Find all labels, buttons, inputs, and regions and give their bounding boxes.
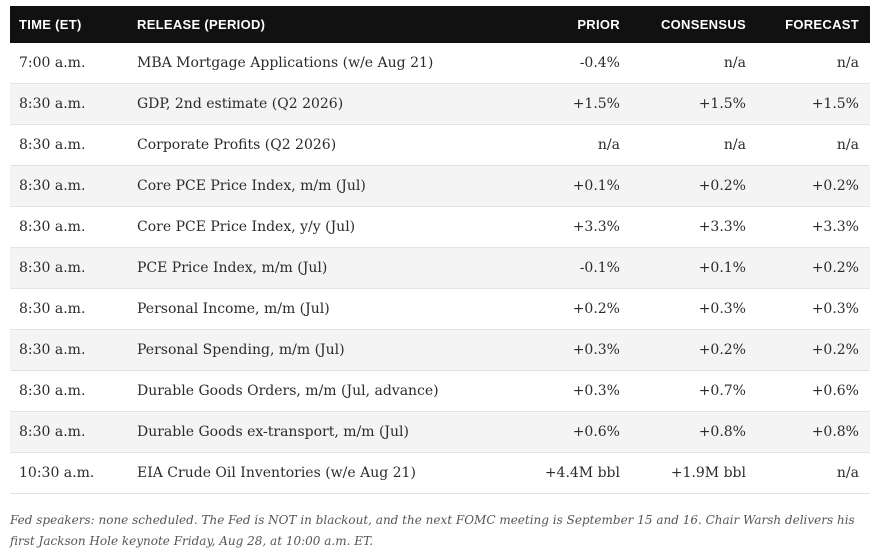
cell-release: Personal Spending, m/m (Jul) xyxy=(137,329,520,371)
table-row: 8:30 a.m. Personal Income, m/m (Jul) +0.… xyxy=(10,288,870,330)
cell-forecast: n/a xyxy=(746,124,870,166)
header-time: TIME (ET) xyxy=(10,6,137,43)
cell-release: Durable Goods Orders, m/m (Jul, advance) xyxy=(137,370,520,412)
cell-time: 8:30 a.m. xyxy=(10,329,137,371)
cell-prior: +0.6% xyxy=(520,411,620,453)
table-body: 7:00 a.m. MBA Mortgage Applications (w/e… xyxy=(10,43,870,494)
cell-prior: n/a xyxy=(520,124,620,166)
cell-consensus: +0.3% xyxy=(620,288,746,330)
cell-release: GDP, 2nd estimate (Q2 2026) xyxy=(137,83,520,125)
cell-consensus: n/a xyxy=(620,124,746,166)
cell-forecast: +0.3% xyxy=(746,288,870,330)
cell-consensus: +3.3% xyxy=(620,206,746,248)
cell-time: 8:30 a.m. xyxy=(10,247,137,289)
cell-prior: +0.3% xyxy=(520,329,620,371)
header-forecast: FORECAST xyxy=(746,6,870,43)
header-prior: PRIOR xyxy=(520,6,620,43)
cell-time: 8:30 a.m. xyxy=(10,83,137,125)
table-row: 8:30 a.m. Personal Spending, m/m (Jul) +… xyxy=(10,329,870,371)
table-row: 8:30 a.m. Core PCE Price Index, y/y (Jul… xyxy=(10,206,870,248)
table-row: 8:30 a.m. Core PCE Price Index, m/m (Jul… xyxy=(10,165,870,207)
cell-forecast: +3.3% xyxy=(746,206,870,248)
table-row: 8:30 a.m. Durable Goods Orders, m/m (Jul… xyxy=(10,370,870,412)
cell-release: Personal Income, m/m (Jul) xyxy=(137,288,520,330)
cell-time: 8:30 a.m. xyxy=(10,370,137,412)
table-header: TIME (ET) RELEASE (PERIOD) PRIOR CONSENS… xyxy=(10,6,870,43)
cell-prior: +0.1% xyxy=(520,165,620,207)
cell-prior: +0.3% xyxy=(520,370,620,412)
header-consensus: CONSENSUS xyxy=(620,6,746,43)
cell-consensus: +0.2% xyxy=(620,165,746,207)
cell-forecast: +1.5% xyxy=(746,83,870,125)
cell-release: Durable Goods ex-transport, m/m (Jul) xyxy=(137,411,520,453)
table-row: 7:00 a.m. MBA Mortgage Applications (w/e… xyxy=(10,43,870,84)
cell-prior: +0.2% xyxy=(520,288,620,330)
header-release: RELEASE (PERIOD) xyxy=(137,6,520,43)
cell-release: EIA Crude Oil Inventories (w/e Aug 21) xyxy=(137,452,520,494)
cell-consensus: +1.9M bbl xyxy=(620,452,746,494)
economic-calendar: TIME (ET) RELEASE (PERIOD) PRIOR CONSENS… xyxy=(10,6,870,494)
cell-release: Core PCE Price Index, y/y (Jul) xyxy=(137,206,520,248)
cell-prior: +3.3% xyxy=(520,206,620,248)
cell-consensus: +0.2% xyxy=(620,329,746,371)
cell-consensus: +1.5% xyxy=(620,83,746,125)
table-row: 10:30 a.m. EIA Crude Oil Inventories (w/… xyxy=(10,452,870,494)
table-row: 8:30 a.m. GDP, 2nd estimate (Q2 2026) +1… xyxy=(10,83,870,125)
cell-release: MBA Mortgage Applications (w/e Aug 21) xyxy=(137,43,520,84)
cell-consensus: +0.1% xyxy=(620,247,746,289)
cell-time: 8:30 a.m. xyxy=(10,124,137,166)
table-row: 8:30 a.m. PCE Price Index, m/m (Jul) -0.… xyxy=(10,247,870,289)
cell-time: 7:00 a.m. xyxy=(10,43,137,84)
cell-consensus: +0.7% xyxy=(620,370,746,412)
cell-prior: -0.1% xyxy=(520,247,620,289)
cell-time: 8:30 a.m. xyxy=(10,165,137,207)
table-row: 8:30 a.m. Durable Goods ex-transport, m/… xyxy=(10,411,870,453)
cell-time: 8:30 a.m. xyxy=(10,206,137,248)
header-row: TIME (ET) RELEASE (PERIOD) PRIOR CONSENS… xyxy=(10,6,870,43)
cell-forecast: +0.6% xyxy=(746,370,870,412)
cell-forecast: +0.2% xyxy=(746,165,870,207)
table-row: 8:30 a.m. Corporate Profits (Q2 2026) n/… xyxy=(10,124,870,166)
cell-time: 8:30 a.m. xyxy=(10,411,137,453)
cell-forecast: n/a xyxy=(746,43,870,84)
cell-forecast: +0.8% xyxy=(746,411,870,453)
cell-consensus: n/a xyxy=(620,43,746,84)
cell-prior: +1.5% xyxy=(520,83,620,125)
footnote: Fed speakers: none scheduled. The Fed is… xyxy=(10,513,855,548)
cell-release: PCE Price Index, m/m (Jul) xyxy=(137,247,520,289)
economic-calendar-table: TIME (ET) RELEASE (PERIOD) PRIOR CONSENS… xyxy=(10,6,870,494)
cell-release: Corporate Profits (Q2 2026) xyxy=(137,124,520,166)
cell-prior: -0.4% xyxy=(520,43,620,84)
cell-consensus: +0.8% xyxy=(620,411,746,453)
cell-forecast: n/a xyxy=(746,452,870,494)
cell-prior: +4.4M bbl xyxy=(520,452,620,494)
cell-forecast: +0.2% xyxy=(746,329,870,371)
cell-forecast: +0.2% xyxy=(746,247,870,289)
cell-release: Core PCE Price Index, m/m (Jul) xyxy=(137,165,520,207)
cell-time: 10:30 a.m. xyxy=(10,452,137,494)
cell-time: 8:30 a.m. xyxy=(10,288,137,330)
